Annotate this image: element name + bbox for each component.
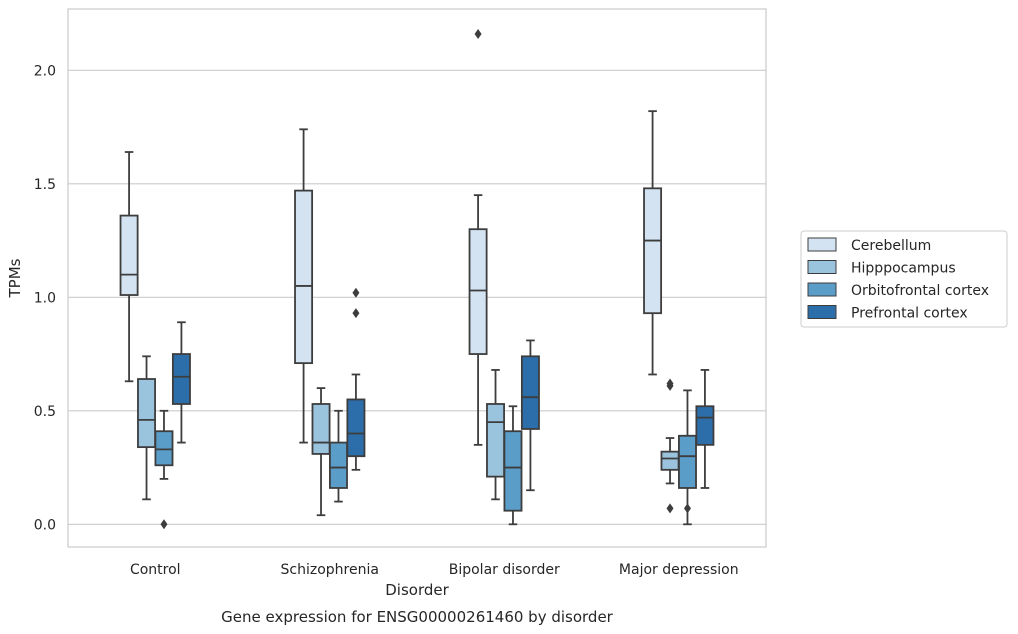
legend-swatch [807, 260, 837, 274]
legend-swatch [807, 237, 837, 252]
box-iqr [294, 189, 314, 365]
x-tick-label: Bipolar disorder [449, 562, 560, 578]
box-iqr [119, 214, 139, 296]
box-iqr [171, 353, 191, 405]
box-3-2 [678, 389, 697, 526]
figure-caption: Gene expression for ENSG00000261460 by d… [221, 608, 614, 626]
legend-swatch [807, 282, 837, 297]
x-tick-label: Major depression [619, 562, 739, 578]
y-axis-title: TPMs [6, 258, 24, 298]
outlier-point [160, 519, 168, 530]
y-tick-label: 1.0 [34, 290, 56, 306]
plot-area-frame [67, 8, 767, 548]
box-1-3 [346, 287, 366, 471]
box-2-0 [468, 28, 488, 446]
grid-lines [68, 69, 766, 525]
x-tick-label: Schizophrenia [281, 562, 379, 578]
legend-label: Prefrontal cortex [851, 306, 968, 322]
box-1-2 [329, 409, 348, 503]
legend-label: Hipppocampus [851, 261, 956, 277]
outlier-point [683, 503, 691, 514]
box-iqr [660, 450, 680, 471]
legend-item: Cerebellum [807, 237, 931, 254]
box-iqr [695, 405, 715, 446]
box-3-1 [660, 378, 680, 514]
legend-swatch [807, 305, 837, 319]
outlier-point [352, 287, 360, 298]
x-tick-labels: Control Schizophrenia Bipolar disorder Majo… [130, 562, 739, 578]
outlier-point [352, 308, 360, 319]
box-2-2 [503, 405, 523, 526]
box-iqr [468, 228, 488, 355]
x-tick-label: Control [130, 562, 181, 578]
box-0-2 [154, 409, 174, 530]
y-tick-label: 1.5 [34, 177, 56, 193]
box-iqr [137, 378, 156, 449]
x-axis-title: Disorder [385, 581, 449, 599]
legend: Cerebellum Hipppocampus Orbitofrontal cort… [800, 230, 1008, 328]
box-3-0 [643, 110, 663, 376]
box-2-3 [520, 339, 540, 492]
box-3-3 [695, 369, 715, 489]
box-0-3 [171, 321, 191, 444]
y-tick-label: 0.5 [34, 404, 56, 420]
box-iqr [311, 403, 331, 455]
box-iqr [346, 398, 366, 458]
outlier-point [666, 378, 674, 389]
box-iqr [154, 430, 174, 467]
box-iqr [503, 430, 523, 512]
outlier-point [474, 28, 482, 39]
box-iqr [643, 187, 663, 315]
box-iqr [678, 434, 697, 489]
box-1-0 [294, 128, 314, 444]
box-iqr [520, 355, 540, 430]
box-2-1 [486, 369, 505, 501]
legend-item: Hipppocampus [807, 260, 956, 277]
legend-item: Orbitofrontal cortex [807, 282, 989, 299]
box-1-1 [311, 387, 331, 517]
y-tick-label: 2.0 [34, 63, 56, 79]
legend-label: Cerebellum [851, 238, 931, 254]
legend-frame [800, 230, 1008, 328]
y-tick-label: 0.0 [34, 517, 56, 533]
legend-label: Orbitofrontal cortex [851, 283, 989, 299]
box-iqr [486, 403, 505, 478]
box-iqr [329, 441, 348, 489]
y-tick-labels: 0.0 0.5 1.0 1.5 2.0 [34, 63, 56, 533]
legend-item: Prefrontal cortex [807, 305, 968, 322]
box-0-0 [119, 151, 139, 383]
box-0-1 [137, 355, 156, 501]
outlier-point [666, 503, 674, 514]
box-plots [119, 28, 715, 530]
